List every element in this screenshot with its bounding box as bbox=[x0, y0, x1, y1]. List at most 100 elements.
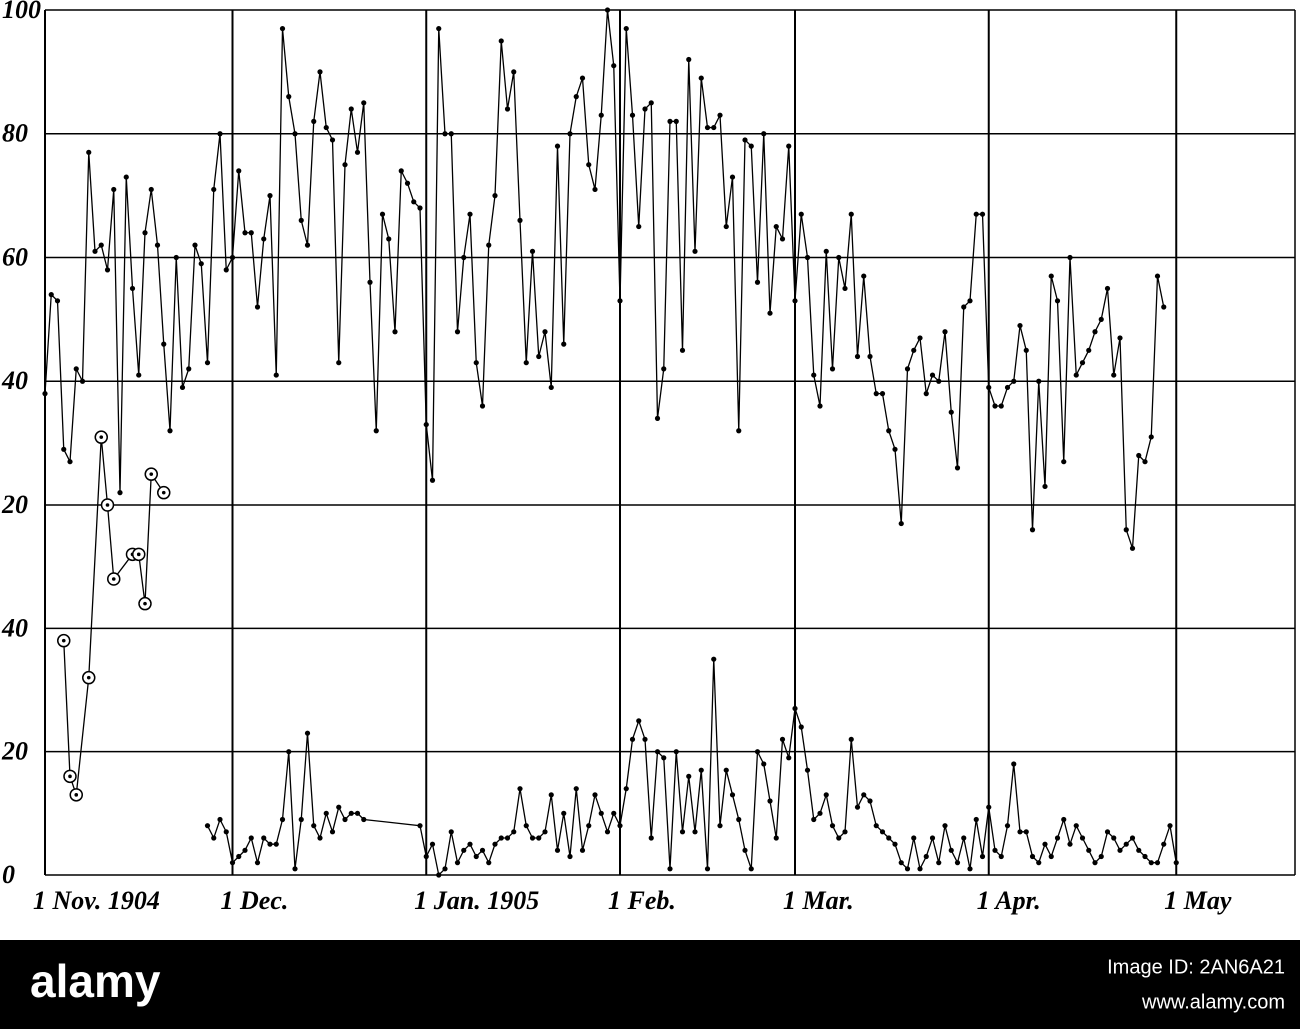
data-point bbox=[479, 403, 486, 409]
data-point bbox=[573, 94, 579, 100]
data-point bbox=[561, 341, 567, 347]
data-point bbox=[692, 248, 698, 254]
data-point-center bbox=[68, 774, 72, 779]
data-point bbox=[698, 75, 704, 81]
data-point bbox=[1023, 829, 1029, 835]
data-point bbox=[854, 804, 861, 810]
data-point bbox=[217, 816, 223, 823]
data-point bbox=[898, 860, 904, 866]
data-point bbox=[567, 131, 573, 137]
y2-tick-label: 20 bbox=[1, 737, 28, 766]
data-point bbox=[779, 236, 786, 242]
data-point bbox=[1111, 835, 1117, 841]
data-point bbox=[311, 118, 317, 124]
watermark-url: www.alamy.com bbox=[1141, 991, 1285, 1013]
data-point bbox=[1092, 329, 1098, 335]
data-point bbox=[1104, 285, 1111, 292]
x-tick-label: 1 Mar. bbox=[783, 886, 854, 915]
data-point bbox=[1017, 829, 1023, 835]
data-point bbox=[1154, 273, 1161, 279]
x-tick-label: 1 Jan. 1905 bbox=[414, 886, 539, 915]
data-point bbox=[317, 69, 323, 75]
data-point bbox=[1129, 835, 1136, 841]
data-point bbox=[1042, 841, 1048, 847]
data-point bbox=[754, 279, 761, 285]
data-point bbox=[254, 304, 261, 310]
data-point bbox=[473, 360, 479, 366]
data-point bbox=[523, 823, 529, 829]
data-point bbox=[704, 124, 711, 131]
data-point bbox=[586, 162, 592, 168]
data-point bbox=[379, 211, 386, 217]
data-point bbox=[942, 329, 948, 335]
data-point bbox=[1167, 823, 1173, 829]
data-point bbox=[361, 816, 367, 823]
data-point bbox=[542, 329, 548, 335]
data-point bbox=[179, 384, 186, 391]
data-point bbox=[304, 242, 311, 248]
data-point bbox=[542, 829, 548, 835]
data-point bbox=[1086, 347, 1092, 353]
data-point bbox=[711, 124, 717, 131]
data-point bbox=[673, 749, 679, 755]
data-point-center bbox=[74, 793, 79, 797]
data-point bbox=[411, 199, 417, 205]
data-point bbox=[279, 816, 286, 823]
data-point bbox=[261, 835, 267, 841]
y2-tick-label: 40 bbox=[1, 613, 28, 642]
data-point bbox=[979, 853, 986, 860]
data-point bbox=[236, 853, 242, 860]
data-point bbox=[729, 792, 736, 798]
data-point-center bbox=[111, 577, 116, 581]
data-point bbox=[123, 174, 129, 180]
data-point bbox=[892, 841, 898, 847]
data-point bbox=[1111, 372, 1117, 378]
data-point bbox=[648, 835, 654, 841]
data-point-center bbox=[136, 552, 141, 557]
data-point bbox=[211, 186, 217, 193]
data-point bbox=[767, 310, 773, 316]
data-point bbox=[1173, 860, 1179, 866]
data-point bbox=[1123, 527, 1129, 533]
x-tick-label: 1 May bbox=[1164, 886, 1232, 915]
data-point bbox=[223, 267, 229, 273]
y-tick-label: 40 bbox=[1, 366, 28, 395]
data-point bbox=[242, 847, 248, 853]
data-point bbox=[373, 428, 379, 434]
x-tick-label: 1 Feb. bbox=[608, 886, 676, 915]
data-point bbox=[342, 816, 348, 823]
data-point bbox=[717, 112, 723, 118]
data-point bbox=[292, 866, 298, 872]
data-point bbox=[511, 69, 517, 75]
data-point bbox=[1148, 434, 1154, 440]
data-point bbox=[523, 360, 529, 366]
data-point bbox=[1104, 829, 1111, 835]
data-point bbox=[273, 372, 279, 378]
data-point bbox=[1079, 360, 1086, 366]
data-point bbox=[754, 749, 761, 755]
data-point bbox=[236, 168, 242, 174]
data-point bbox=[879, 829, 886, 835]
data-point bbox=[304, 730, 311, 736]
data-point bbox=[829, 366, 836, 372]
data-point bbox=[867, 798, 873, 804]
data-point bbox=[148, 186, 154, 193]
x-tick-label: 1 Dec. bbox=[221, 886, 289, 915]
data-point bbox=[1029, 527, 1036, 533]
data-point bbox=[967, 298, 973, 304]
data-point bbox=[486, 860, 492, 866]
x-tick-label: 1 Nov. 1904 bbox=[33, 886, 160, 915]
data-point bbox=[398, 168, 404, 174]
data-point bbox=[867, 353, 873, 360]
data-point bbox=[298, 217, 304, 223]
data-point bbox=[79, 378, 86, 384]
data-point bbox=[936, 860, 942, 866]
data-point bbox=[623, 786, 629, 792]
data-point bbox=[686, 773, 692, 779]
data-point bbox=[761, 761, 767, 767]
data-point bbox=[817, 810, 823, 816]
data-point bbox=[798, 211, 804, 217]
data-point bbox=[873, 823, 879, 829]
data-point bbox=[711, 656, 717, 662]
data-point bbox=[136, 372, 142, 378]
